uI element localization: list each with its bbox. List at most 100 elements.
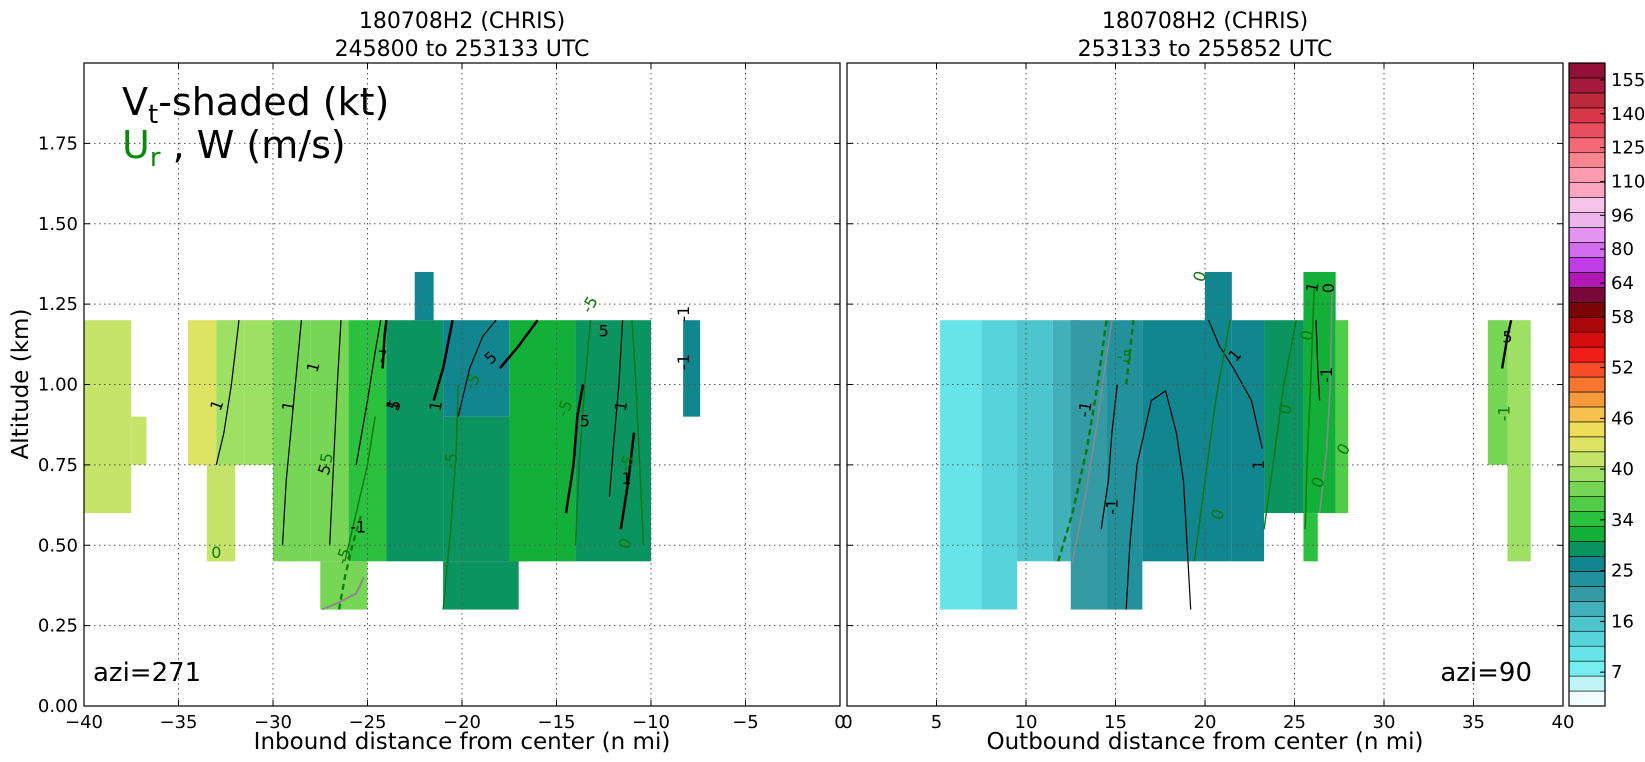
- contour-label: -5: [440, 451, 461, 470]
- contour-label: -5: [553, 398, 576, 419]
- left-x-axis: −40 −35 −30 −25 −20 −15 −10 −5 0: [65, 63, 846, 733]
- colorbar-tick-label: 140: [1611, 104, 1645, 125]
- colorbar-swatch: [1568, 182, 1606, 198]
- colorbar-swatch: [1568, 301, 1606, 318]
- colorbar: [1568, 62, 1606, 707]
- colorbar-swatch: [1568, 361, 1606, 378]
- contour-line: [1125, 389, 1192, 610]
- contour-label: 5: [599, 321, 609, 340]
- colorbar-swatch: [1568, 376, 1606, 393]
- legend-title-ur-w: Ur , W (m/s): [122, 123, 346, 173]
- contour-label: 5: [580, 411, 590, 430]
- legend-vt-subscript: t: [148, 100, 158, 130]
- colorbar-swatch: [1568, 62, 1606, 79]
- contour-label: -5: [315, 451, 336, 470]
- left-x-axis-label: Inbound distance from center (n mi): [254, 729, 671, 755]
- right-grid: [847, 63, 1563, 706]
- colorbar-swatch: [1568, 615, 1606, 632]
- colorbar-swatch: [1568, 197, 1606, 213]
- colorbar-tick-label: 34: [1611, 510, 1634, 531]
- y-tick-label: 0.25: [38, 616, 78, 637]
- right-title: 180708H2 (CHRIS): [1102, 9, 1308, 34]
- colorbar-swatch: [1568, 77, 1606, 94]
- colorbar-tick-label: 46: [1611, 408, 1634, 429]
- vt-cell: [386, 320, 444, 562]
- colorbar-swatch: [1568, 227, 1606, 243]
- contour-label: 1: [278, 399, 298, 412]
- contour-label: 1: [621, 469, 631, 488]
- colorbar-tick-label: 155: [1611, 70, 1645, 91]
- left-y-axis: 0.00 0.25 0.50 0.75 1.00 1.25 1.50 1.75: [38, 133, 840, 717]
- contour-line: [1125, 320, 1135, 385]
- contour-line: [329, 320, 342, 546]
- colorbar-swatch: [1568, 466, 1606, 482]
- x-tick-label: −15: [538, 712, 576, 733]
- contour-line: [631, 320, 645, 546]
- colorbar-swatch: [1568, 167, 1606, 183]
- contour-line: [215, 320, 240, 466]
- colorbar-swatch: [1568, 526, 1606, 542]
- left-vt-shading: [84, 271, 701, 610]
- colorbar-swatch: [1568, 406, 1606, 423]
- colorbar-swatch: [1568, 630, 1606, 647]
- left-title: 180708H2 (CHRIS): [359, 9, 565, 34]
- vt-cell: [509, 320, 576, 562]
- colorbar-swatch: [1568, 287, 1606, 303]
- colorbar-swatch: [1568, 511, 1606, 527]
- colorbar-swatch: [1568, 660, 1606, 677]
- x-tick-label: 0: [841, 712, 852, 733]
- contour-line: [1304, 288, 1315, 530]
- right-annotation-azi: azi=90: [1440, 658, 1532, 688]
- contour-label: 1: [303, 360, 324, 375]
- vt-cell: [414, 271, 434, 321]
- contour-label: 1: [426, 399, 446, 412]
- colorbar-tick-label: 25: [1611, 561, 1634, 582]
- y-tick-label: 0.00: [38, 696, 78, 717]
- vt-cell: [981, 320, 1018, 610]
- contour-label: -5: [332, 545, 355, 566]
- vt-cell: [1335, 320, 1349, 514]
- contour-label: 1: [611, 399, 631, 412]
- colorbar-swatch: [1568, 496, 1606, 512]
- contour-label: -1: [674, 306, 693, 322]
- colorbar-tick-label: 80: [1611, 239, 1634, 260]
- contour-line: [1208, 319, 1263, 449]
- vt-cell: [683, 320, 701, 417]
- x-tick-label: 40: [1552, 712, 1575, 733]
- contour-line: [1318, 288, 1333, 514]
- vt-cell: [443, 561, 519, 610]
- x-tick-label: 5: [931, 712, 942, 733]
- colorbar-tick-label: 16: [1611, 611, 1634, 632]
- colorbar-swatch: [1568, 586, 1606, 602]
- contour-line: [1100, 384, 1118, 530]
- contour-line: [432, 319, 454, 401]
- colorbar-swatch: [1568, 122, 1606, 139]
- y-tick-label: 1.25: [38, 294, 78, 315]
- colorbar-swatch: [1568, 556, 1606, 572]
- vt-cell: [131, 416, 147, 465]
- right-subtitle: 253133 to 255852 UTC: [1078, 37, 1333, 62]
- colorbar-tick-label: 40: [1611, 459, 1634, 480]
- contour-label: -1: [1317, 367, 1336, 383]
- left-grid: [84, 63, 840, 706]
- vt-cell: [84, 320, 132, 514]
- x-tick-label: −35: [160, 712, 198, 733]
- y-axis-label: Altitude (km): [8, 309, 34, 460]
- legend-vt-units: -shaded (kt): [158, 80, 389, 124]
- x-tick-label: 25: [1283, 712, 1306, 733]
- left-subtitle: 245800 to 253133 UTC: [335, 37, 590, 62]
- contour-label: -1: [674, 354, 693, 370]
- contour-label: 1: [1249, 460, 1268, 470]
- vt-cell: [187, 320, 217, 465]
- vt-cell: [1487, 320, 1508, 465]
- y-tick-label: 1.00: [38, 375, 78, 396]
- colorbar-swatch: [1568, 92, 1606, 109]
- x-tick-label: 15: [1104, 712, 1127, 733]
- contour-label: 0: [211, 543, 221, 562]
- colorbar-swatch: [1568, 451, 1606, 468]
- colorbar-swatch: [1568, 436, 1606, 453]
- right-vt-shading: [940, 271, 1531, 610]
- colorbar-swatch: [1568, 346, 1606, 363]
- contour-line: [1193, 320, 1231, 562]
- x-tick-label: −25: [349, 712, 387, 733]
